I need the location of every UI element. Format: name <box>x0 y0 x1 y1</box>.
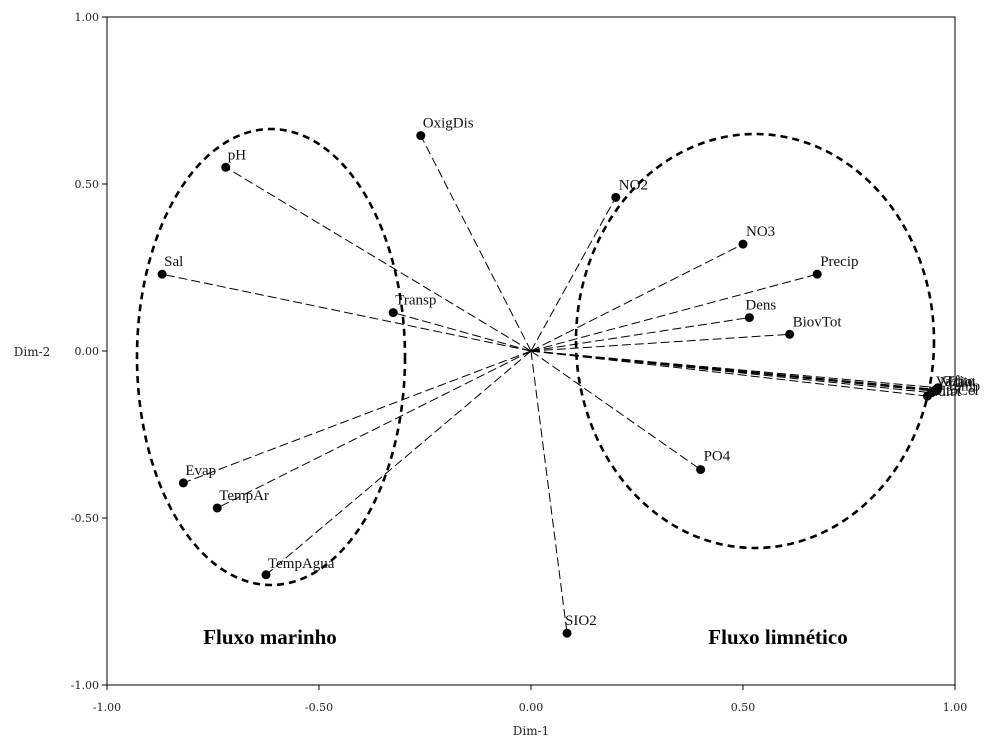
point-label-tempagua: TempAgua <box>268 556 335 572</box>
vector-line-biovtot <box>531 334 790 351</box>
vector-line-no2 <box>531 197 616 351</box>
vector-line-dens <box>531 318 749 351</box>
vector-line-tfito <box>531 351 938 388</box>
point-label-oxigdis: OxigDis <box>423 116 474 132</box>
vector-line-ndiat <box>531 351 927 396</box>
y-tick-label: 0.00 <box>75 345 100 358</box>
vector-line-ph <box>226 167 531 351</box>
point-label-dens: Dens <box>745 298 776 314</box>
vector-line-fitocel <box>531 351 932 393</box>
group-label-fluxo-marinho: Fluxo marinho <box>203 625 337 649</box>
group-ellipses <box>137 129 934 585</box>
point-label-no2: NO2 <box>619 177 648 193</box>
vector-line-sal <box>162 274 531 351</box>
ellipse-fluxo-limnetico <box>576 134 934 548</box>
vector-line-oxigdis <box>421 136 531 351</box>
y-tick-label: -0.50 <box>71 512 99 525</box>
point-label-precip: Precip <box>820 254 858 270</box>
point-no3 <box>739 240 748 249</box>
point-label-transp: Transp <box>395 293 436 309</box>
point-sal <box>158 270 167 279</box>
point-label-sal: Sal <box>164 254 183 270</box>
group-label-fluxo-limnetico: Fluxo limnético <box>708 625 847 649</box>
vector-line-po4 <box>531 351 701 470</box>
x-axis-title: Dim-1 <box>513 724 550 738</box>
point-oxigdis <box>416 131 425 140</box>
point-no2 <box>611 193 620 202</box>
vector-line-transp <box>393 313 531 351</box>
y-tick-label: 0.50 <box>75 178 100 191</box>
point-label-ph: pH <box>228 147 247 163</box>
vector-line-temp <box>531 351 937 390</box>
ellipse-fluxo-marinho <box>137 129 405 585</box>
x-tick-label: -0.50 <box>305 701 333 714</box>
point-label-no3: NO3 <box>746 224 775 240</box>
point-sio2 <box>563 629 572 638</box>
x-tick-label: 1.00 <box>943 701 968 714</box>
point-label-evap: Evap <box>185 463 216 479</box>
point-label-sio2: SIO2 <box>565 613 597 629</box>
axis-ticks: -1.00 -0.50 0.00 0.50 1.00 1.00 0.50 0.00 -0.50 -… <box>71 11 967 714</box>
point-label-biovtot: BiovTot <box>793 314 843 330</box>
point-dens <box>745 313 754 322</box>
point-biovtot <box>785 330 794 339</box>
point-po4 <box>696 465 705 474</box>
x-tick-label: 0.00 <box>519 701 544 714</box>
vector-line-tempar <box>217 351 531 508</box>
vector-line-tempagua <box>266 351 531 575</box>
point-tempar <box>213 503 222 512</box>
y-tick-label: -1.00 <box>71 679 99 692</box>
point-evap <box>179 478 188 487</box>
point-label-tempar: TempAr <box>219 488 269 504</box>
x-tick-label: 0.50 <box>731 701 756 714</box>
y-axis-title: Dim-2 <box>14 345 51 359</box>
vector-line-sio2 <box>531 351 567 633</box>
point-precip <box>813 270 822 279</box>
point-transp <box>389 308 398 317</box>
point-label-po4: PO4 <box>704 449 731 465</box>
vector-line-evap <box>183 351 531 483</box>
point-label-ndiat: Ndiat <box>927 384 961 400</box>
point-ph <box>221 163 230 172</box>
x-tick-label: -1.00 <box>93 701 121 714</box>
y-tick-label: 1.00 <box>75 11 100 24</box>
